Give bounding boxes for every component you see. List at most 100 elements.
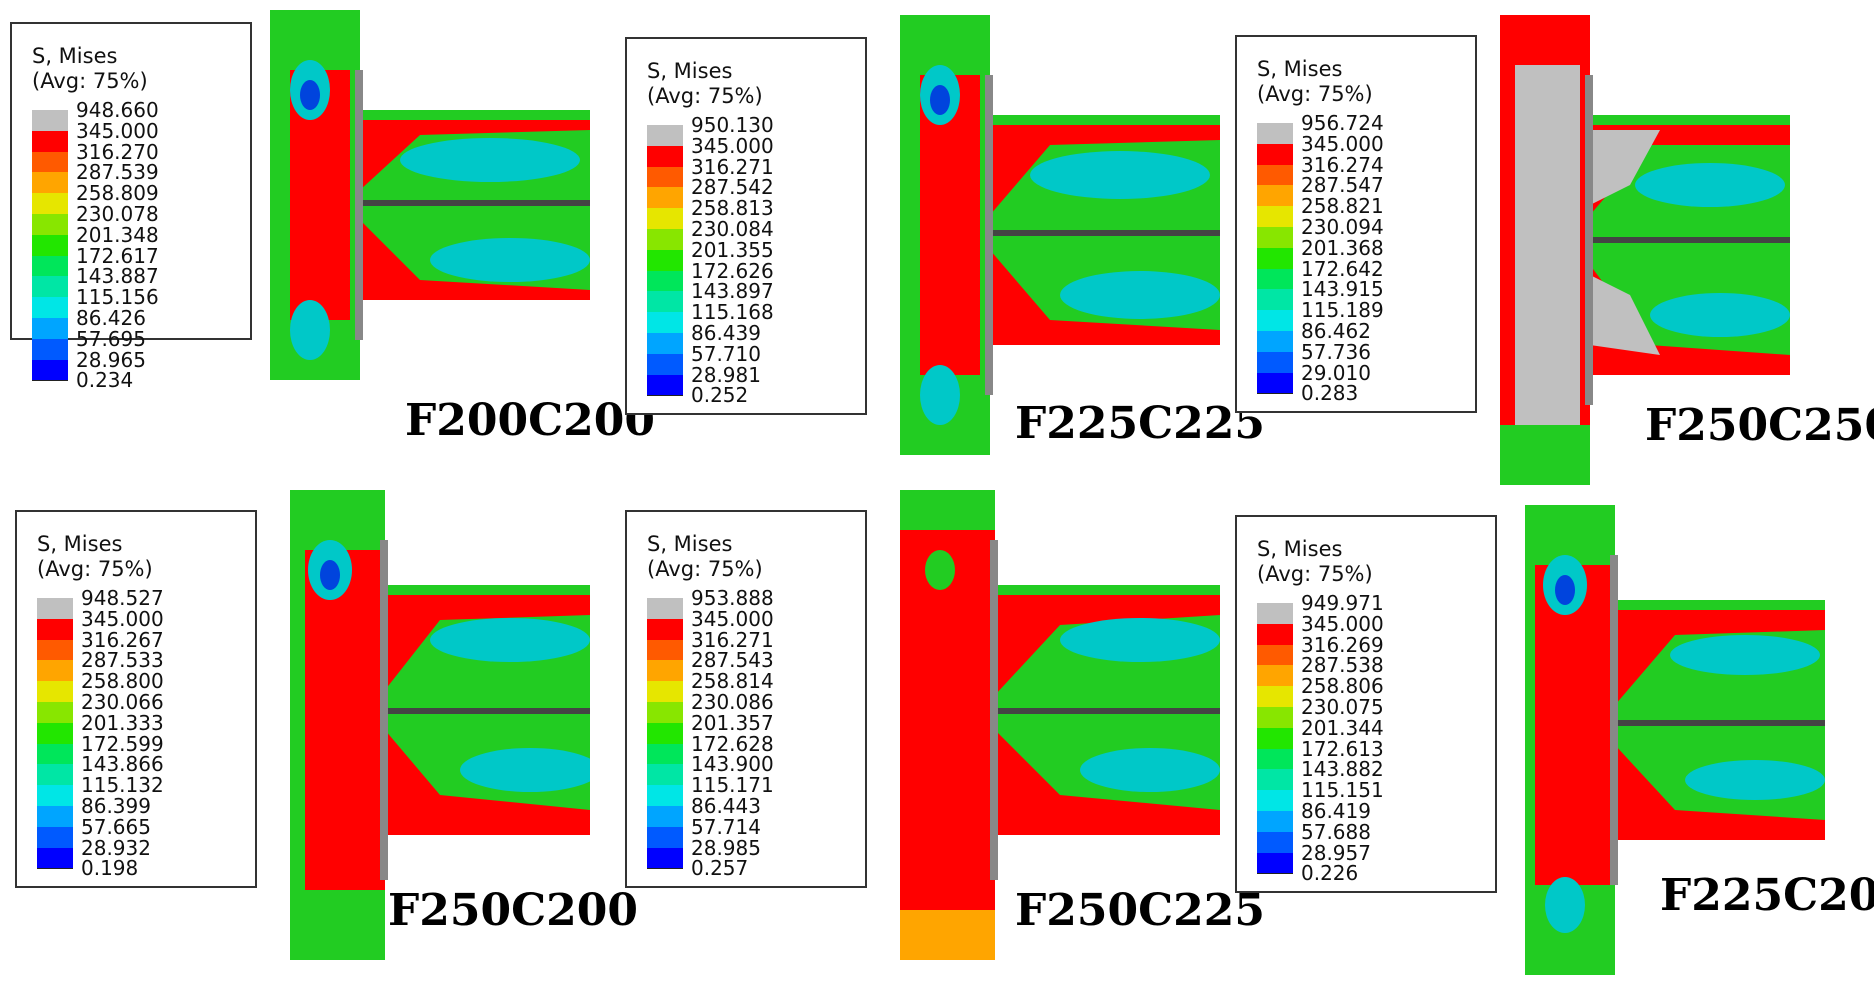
legend-entry: 115.132: [37, 773, 255, 807]
legend-entry: 201.368: [1257, 235, 1475, 270]
legend-entry: 143.882: [1257, 757, 1495, 792]
stress-legend: S, Mises (Avg: 75%) 948.527 345.000 316.26…: [15, 510, 257, 888]
legend-entry: 316.271: [647, 627, 865, 662]
legend-value: 949.971: [1301, 591, 1384, 615]
legend-swatch: [647, 374, 683, 397]
legend-entry: 0.226: [1257, 863, 1495, 884]
legend-value: 287.542: [691, 175, 774, 200]
stress-legend: S, Mises (Avg: 75%) 948.660 345.000 316.27…: [10, 22, 252, 391]
legend-entry: 316.270: [32, 139, 250, 174]
legend-swatch: [37, 847, 73, 870]
legend-entry: 201.333: [37, 710, 255, 745]
legend-value: 143.897: [691, 279, 774, 304]
legend-entry: 143.915: [1257, 279, 1475, 312]
legend-value: 115.168: [691, 300, 774, 325]
legend-entry: 86.426: [32, 307, 250, 340]
legend-entry: 28.985: [647, 835, 865, 870]
legend-value: 143.882: [1301, 757, 1384, 782]
legend-entry: 86.439: [647, 322, 865, 355]
legend-value: 0.226: [1301, 861, 1359, 886]
legend-value: 201.368: [1301, 235, 1384, 260]
legend-entry: 949.971: [1257, 591, 1495, 625]
legend-entry: 115.156: [32, 287, 250, 319]
legend-scale: 956.724 345.000 316.274 287.547 258.821 230.0…: [1257, 113, 1475, 404]
legend-value: 115.171: [691, 773, 774, 798]
legend-swatch: [1257, 372, 1293, 395]
stress-legend: S, Mises (Avg: 75%) 950.130 345.000 316.27…: [625, 37, 867, 415]
model-label: F250C200: [388, 885, 638, 936]
legend-entry: 948.527: [37, 588, 255, 620]
legend-entry: 258.800: [37, 671, 255, 703]
legend-title: S, Mises: [1257, 57, 1343, 81]
legend-entry: 172.642: [1257, 256, 1475, 291]
model-label: F250C225: [1015, 885, 1265, 936]
legend-value: 28.965: [76, 347, 146, 372]
legend-entry: 201.355: [647, 239, 865, 272]
legend-entry: 28.965: [32, 347, 250, 382]
legend-entry: 57.695: [32, 328, 250, 361]
legend-entry: 258.806: [1257, 676, 1495, 708]
legend-entry: 287.543: [647, 650, 865, 683]
legend-entry: 287.533: [37, 650, 255, 683]
legend-value: 115.151: [1301, 778, 1384, 803]
legend-value: 345.000: [691, 133, 774, 158]
legend-entry: 956.724: [1257, 111, 1475, 145]
legend-title: S, Mises: [1257, 537, 1343, 561]
legend-value: 345.000: [81, 606, 164, 631]
legend-entry: 258.814: [647, 671, 865, 703]
legend-value: 201.333: [81, 710, 164, 735]
legend-value: 143.866: [81, 752, 164, 777]
legend-entry: 345.000: [32, 120, 250, 153]
legend-entry: 143.900: [647, 754, 865, 787]
legend-value: 0.257: [691, 856, 749, 881]
legend-value: 28.985: [691, 835, 761, 860]
legend-entry: 28.981: [647, 364, 865, 397]
legend-value: 172.626: [691, 258, 774, 283]
legend-value: 287.538: [1301, 653, 1384, 678]
legend-value: 115.132: [81, 773, 164, 798]
legend-entry: 258.809: [32, 183, 250, 215]
legend-value: 172.628: [691, 731, 774, 756]
legend-subtitle: (Avg: 75%): [32, 69, 148, 93]
contour-plot: [1500, 15, 1790, 485]
legend-value: 201.344: [1301, 715, 1384, 740]
legend-value: 316.271: [691, 627, 774, 652]
joint-contour-model: [1500, 15, 1790, 485]
legend-entry: 86.399: [37, 795, 255, 828]
legend-entry: 201.344: [1257, 715, 1495, 750]
legend-value: 316.270: [76, 139, 159, 164]
legend-value: 345.000: [1301, 131, 1384, 156]
legend-scale: 949.971 345.000 316.269 287.538 258.806 230.0…: [1257, 593, 1495, 884]
legend-subtitle: (Avg: 75%): [1257, 562, 1373, 586]
legend-entry: 86.443: [647, 795, 865, 828]
legend-value: 57.710: [691, 341, 761, 366]
joint-contour-model: [900, 15, 1220, 455]
legend-value: 115.189: [1301, 298, 1384, 323]
legend-value: 316.269: [1301, 632, 1384, 657]
model-label: F225C200: [1660, 870, 1874, 921]
legend-value: 172.617: [76, 243, 159, 268]
contour-plot: [900, 15, 1220, 455]
legend-value: 258.813: [691, 196, 774, 221]
legend-value: 948.660: [76, 98, 159, 122]
legend-value: 57.714: [691, 814, 761, 839]
legend-entry: 258.821: [1257, 196, 1475, 228]
contour-panel-1: S, Mises (Avg: 75%) 948.660 345.000 316.27…: [0, 0, 655, 480]
contour-panel-2: S, Mises (Avg: 75%) 950.130 345.000 316.27…: [620, 0, 1265, 480]
model-label: F225C225: [1015, 398, 1265, 449]
legend-entry: 29.010: [1257, 362, 1475, 395]
contour-panel-3: S, Mises (Avg: 75%) 956.724 345.000 316.27…: [1235, 0, 1874, 485]
contour-panel-5: S, Mises (Avg: 75%) 953.888 345.000 316.27…: [620, 490, 1265, 980]
legend-entry: 287.547: [1257, 175, 1475, 208]
legend-value: 0.252: [691, 383, 749, 408]
legend-value: 172.642: [1301, 256, 1384, 281]
legend-value: 956.724: [1301, 111, 1384, 135]
legend-value: 201.348: [76, 222, 159, 247]
legend-value: 0.198: [81, 856, 139, 881]
legend-value: 0.234: [76, 368, 134, 393]
legend-entry: 230.084: [647, 218, 865, 251]
legend-entry: 345.000: [647, 608, 865, 641]
legend-value: 316.267: [81, 627, 164, 652]
legend-entry: 230.075: [1257, 696, 1495, 729]
legend-entry: 345.000: [1257, 613, 1495, 646]
